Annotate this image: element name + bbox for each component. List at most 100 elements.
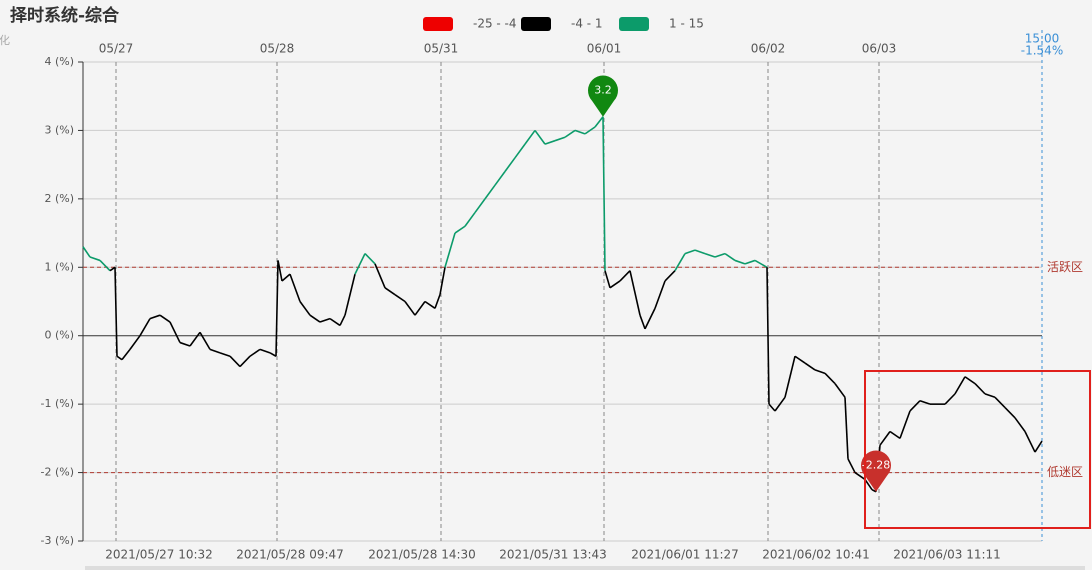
line-segment xyxy=(289,273,301,302)
line-segment xyxy=(189,331,201,347)
line-segment xyxy=(159,314,171,323)
line-segment xyxy=(299,301,311,316)
line-segment xyxy=(404,301,416,316)
line-segment xyxy=(654,280,666,309)
line-segment xyxy=(774,396,786,412)
marker-label: -2.28 xyxy=(862,459,890,472)
legend-swatch xyxy=(423,17,453,31)
line-segment xyxy=(694,249,706,255)
legend-swatch xyxy=(619,17,649,31)
line-segment xyxy=(209,348,221,354)
y-tick-label: 4 (%) xyxy=(44,55,74,68)
line-segment xyxy=(854,471,866,481)
line-segment xyxy=(754,259,768,268)
legend-swatch xyxy=(521,17,551,31)
x-tick-label: 2021/05/27 10:32 xyxy=(105,548,213,562)
marker-label: 3.2 xyxy=(594,84,612,97)
line-segment xyxy=(494,171,506,186)
legend-label: -4 - 1 xyxy=(571,17,603,31)
line-segment xyxy=(129,335,141,350)
line-segment xyxy=(354,253,366,275)
line-segment xyxy=(944,393,956,405)
line-segment xyxy=(139,318,151,337)
line-segment xyxy=(954,376,966,395)
y-tick-label: 0 (%) xyxy=(44,329,74,342)
legend-label: 1 - 15 xyxy=(669,17,704,31)
x-tick-label: 2021/05/28 09:47 xyxy=(236,548,344,562)
line-segment xyxy=(584,126,596,135)
line-segment xyxy=(269,352,277,357)
line-segment xyxy=(864,478,873,491)
line-segment xyxy=(454,225,466,234)
line-segment xyxy=(116,355,123,361)
line-segment xyxy=(239,355,251,368)
line-segment xyxy=(909,400,921,412)
line-segment xyxy=(639,314,646,330)
line-segment xyxy=(629,270,641,316)
y-tick-label: 1 (%) xyxy=(44,260,74,273)
mark-line-label: 低迷区 xyxy=(1047,465,1083,479)
line-segment xyxy=(1034,440,1043,453)
x-tick-label: 2021/05/31 13:43 xyxy=(499,548,607,562)
line-segment xyxy=(439,267,446,295)
line-segment xyxy=(564,129,576,138)
line-segment xyxy=(329,317,341,327)
line-segment xyxy=(89,256,101,262)
line-segment xyxy=(594,116,604,128)
line-segment xyxy=(464,212,476,227)
x-tick-label: 2021/06/03 11:11 xyxy=(893,548,1001,562)
line-segment xyxy=(424,300,436,310)
line-segment xyxy=(974,383,986,395)
line-segment xyxy=(1004,407,1016,419)
line-segment xyxy=(768,403,776,412)
line-segment xyxy=(766,267,770,405)
line-segment xyxy=(889,430,901,440)
line-segment xyxy=(804,362,816,371)
line-segment xyxy=(229,355,241,368)
marker-pin xyxy=(861,450,892,492)
line-segment xyxy=(919,399,931,405)
y-tick-label: -3 (%) xyxy=(41,534,75,547)
mark-line-label: 活跃区 xyxy=(1047,260,1083,274)
line-segment xyxy=(504,157,516,172)
line-segment xyxy=(744,259,756,265)
line-segment xyxy=(524,129,536,145)
day-label: 06/03 xyxy=(862,42,897,56)
line-segment xyxy=(784,356,796,398)
line-segment xyxy=(984,393,996,399)
x-tick-label: 2021/05/28 14:30 xyxy=(368,548,476,562)
y-tick-label: 2 (%) xyxy=(44,192,74,205)
legend-label: -25 - -4 xyxy=(473,17,517,31)
line-segment xyxy=(259,348,271,354)
line-segment xyxy=(319,317,331,323)
day-label: 06/01 xyxy=(587,42,622,56)
marker-pin xyxy=(588,75,618,117)
line-segment xyxy=(121,348,131,361)
line-segment xyxy=(339,314,346,326)
line-segment xyxy=(374,263,386,289)
line-segment xyxy=(309,314,321,323)
y-tick-label: -1 (%) xyxy=(41,397,75,410)
scrollbar[interactable] xyxy=(85,566,1085,570)
line-segment xyxy=(414,301,426,316)
end-value: -1.54% xyxy=(1021,44,1063,58)
line-segment xyxy=(384,287,396,296)
line-segment xyxy=(714,252,726,258)
line-segment xyxy=(844,397,849,459)
chart-subtitle: 变化 xyxy=(0,33,10,47)
end-time: 15:00 xyxy=(1025,32,1060,46)
line-segment xyxy=(484,184,496,200)
line-segment xyxy=(734,259,746,265)
y-tick-label: 3 (%) xyxy=(44,123,74,136)
line-segment xyxy=(684,249,696,255)
line-segment xyxy=(609,280,621,289)
line-segment xyxy=(899,410,911,439)
x-tick-label: 2021/06/02 10:41 xyxy=(762,548,870,562)
day-label: 05/27 xyxy=(99,42,134,56)
line-segment xyxy=(149,314,161,320)
line-segment xyxy=(604,270,611,289)
line-segment xyxy=(724,252,736,262)
line-segment xyxy=(434,294,441,309)
y-tick-label: -2 (%) xyxy=(41,466,75,479)
